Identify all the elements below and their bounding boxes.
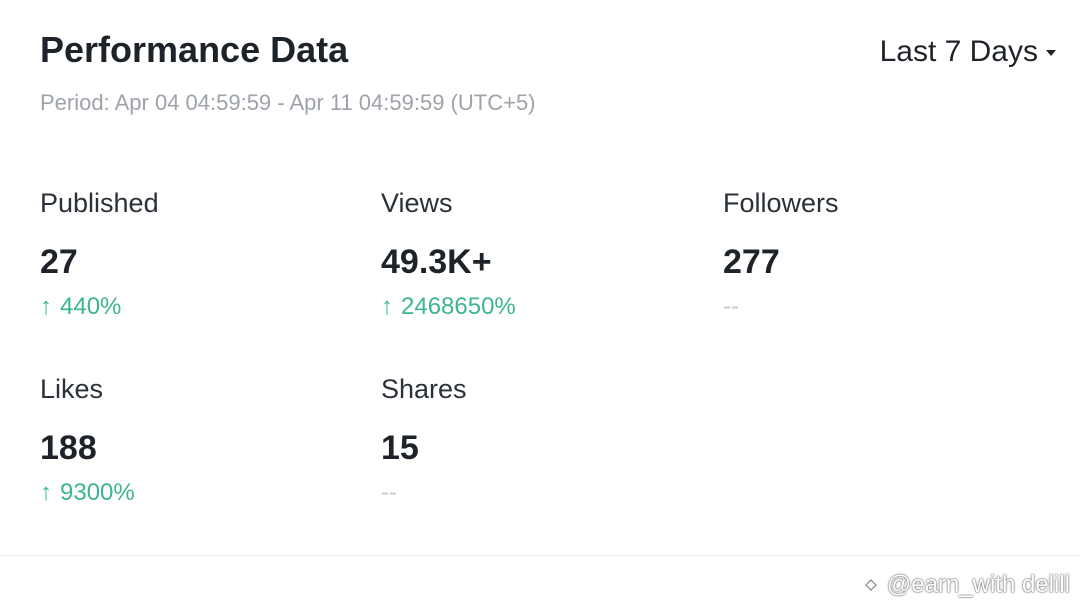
arrow-up-icon: ↑ [40,479,52,506]
caret-down-icon [1046,50,1056,56]
page-title: Performance Data [40,29,349,70]
arrow-up-icon: ↑ [40,293,52,320]
divider [0,555,1080,556]
metric-value: 15 [381,429,419,467]
metric-value: 27 [40,243,78,281]
metric-change: ↑ 440% [40,292,360,322]
metric-views: Views 49.3K+ ↑ 2468650% [381,186,701,322]
metric-label: Followers [723,188,839,218]
metric-change-value: -- [381,479,397,506]
metric-label: Shares [381,374,467,404]
metric-label: Published [40,188,159,218]
diamond-logo-icon [860,574,882,596]
date-range-label: Last 7 Days [879,35,1038,68]
metric-change: ↑ 9300% [40,478,360,508]
watermark: @earn_with delill [859,570,1070,600]
metric-value: 188 [40,429,97,467]
watermark-text: @earn_with delill [886,571,1070,598]
metric-change: -- [381,478,701,508]
period-text: Period: Apr 04 04:59:59 - Apr 11 04:59:5… [40,90,536,115]
metric-change-value: -- [723,293,739,320]
metric-published: Published 27 ↑ 440% [40,186,360,322]
metric-change: ↑ 2468650% [381,292,701,322]
metric-shares: Shares 15 -- [381,372,701,508]
metric-value: 277 [723,243,780,281]
metric-change-value: 9300% [60,479,135,506]
metric-likes: Likes 188 ↑ 9300% [40,372,360,508]
metric-change-value: 440% [60,293,122,320]
date-range-dropdown[interactable]: Last 7 Days [880,32,1056,72]
metric-value: 49.3K+ [381,243,492,281]
metric-label: Views [381,188,453,218]
metric-label: Likes [40,374,104,404]
arrow-up-icon: ↑ [381,293,393,320]
metric-change: -- [723,292,1043,322]
metric-change-value: 2468650% [401,293,516,320]
metric-followers: Followers 277 -- [723,186,1043,322]
